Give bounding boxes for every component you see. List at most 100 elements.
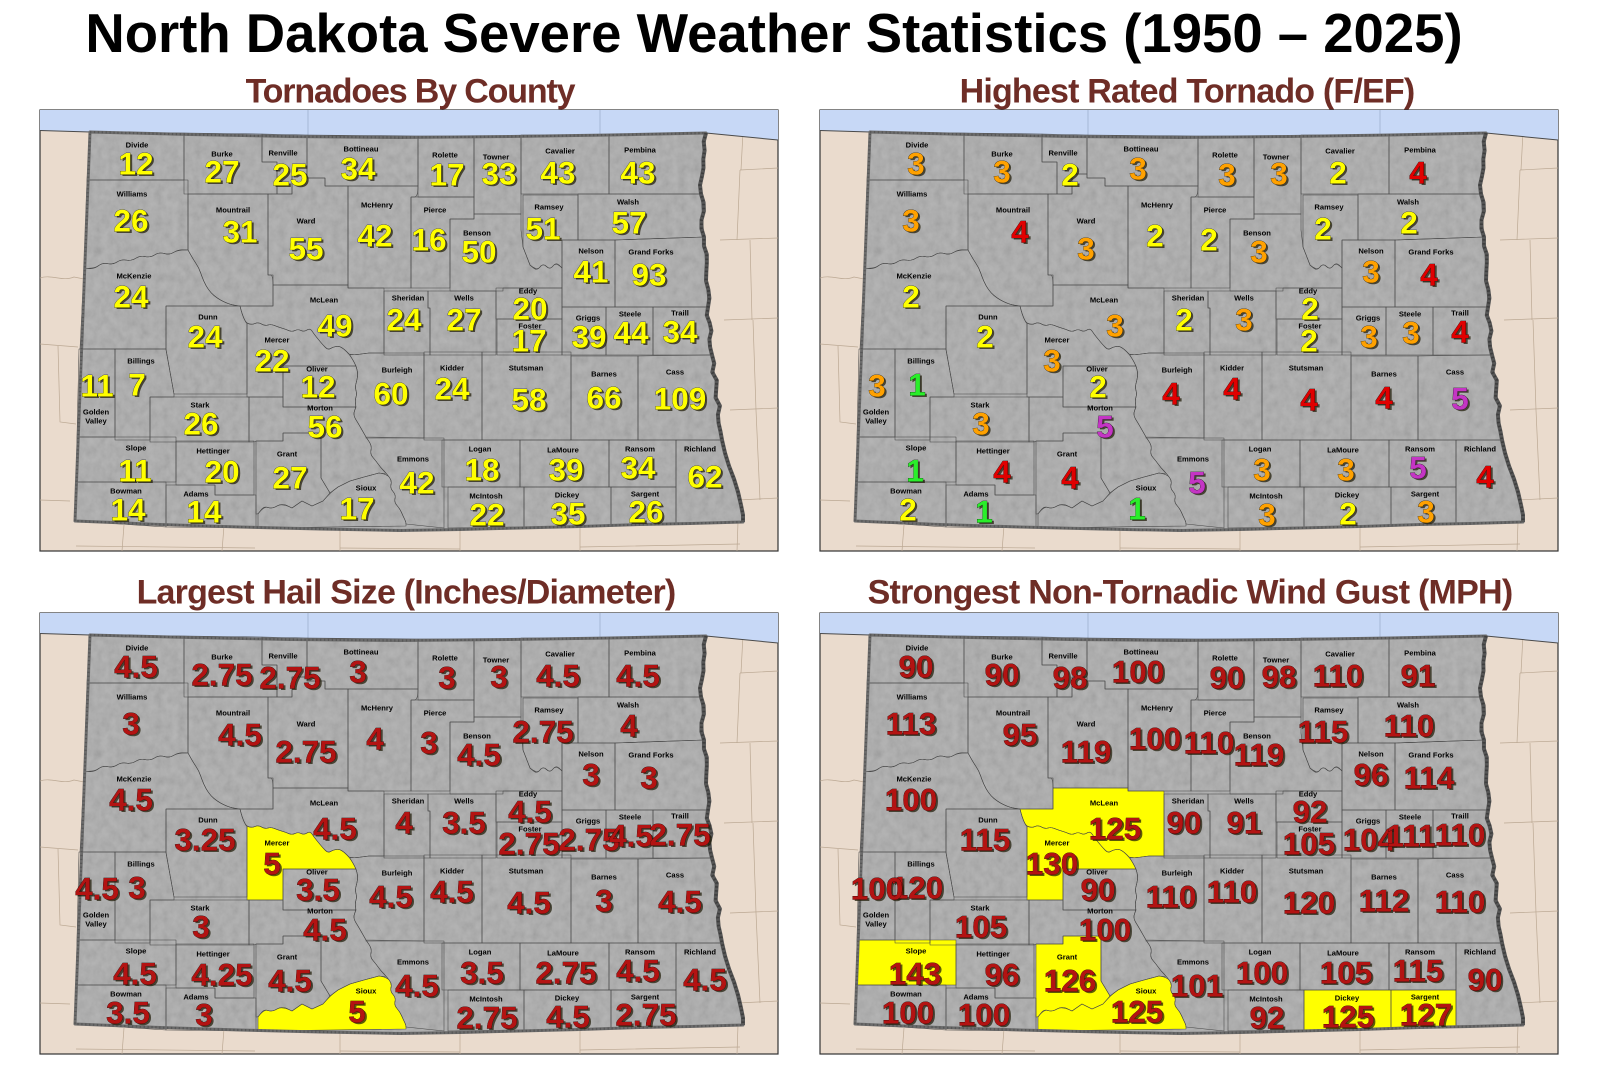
svg-text:Hettinger: Hettinger <box>196 950 229 959</box>
svg-text:3: 3 <box>1106 307 1124 343</box>
svg-text:Golden: Golden <box>83 911 110 920</box>
svg-text:119: 119 <box>1236 738 1287 774</box>
svg-text:110: 110 <box>1435 816 1486 852</box>
svg-text:2.75: 2.75 <box>651 818 712 854</box>
svg-text:Kidder: Kidder <box>1220 867 1244 876</box>
svg-text:Griggs: Griggs <box>1356 314 1380 323</box>
svg-text:3: 3 <box>909 147 927 183</box>
svg-text:Burleigh: Burleigh <box>1162 869 1193 878</box>
svg-text:104: 104 <box>1345 823 1398 859</box>
svg-text:92: 92 <box>1249 999 1284 1035</box>
svg-text:Pierce: Pierce <box>1204 206 1227 215</box>
svg-text:100: 100 <box>1112 653 1165 689</box>
svg-text:3: 3 <box>440 661 458 697</box>
svg-text:98: 98 <box>1052 659 1087 695</box>
svg-text:4: 4 <box>1061 459 1079 495</box>
svg-text:58: 58 <box>513 383 548 419</box>
svg-text:33: 33 <box>481 155 516 191</box>
svg-text:Richland: Richland <box>1464 948 1496 957</box>
svg-text:57: 57 <box>611 204 646 240</box>
svg-text:4.5: 4.5 <box>303 911 347 947</box>
svg-text:McHenry: McHenry <box>361 201 394 210</box>
svg-text:2.75: 2.75 <box>537 956 598 992</box>
svg-text:90: 90 <box>1467 961 1502 997</box>
svg-text:3: 3 <box>1045 344 1063 380</box>
svg-text:105: 105 <box>1320 954 1373 990</box>
svg-text:2: 2 <box>1300 322 1318 358</box>
svg-text:Slope: Slope <box>126 947 147 956</box>
svg-text:2: 2 <box>1301 290 1319 326</box>
svg-text:McKenzie: McKenzie <box>896 775 931 784</box>
svg-text:Burke: Burke <box>991 150 1013 159</box>
svg-text:42: 42 <box>401 466 436 502</box>
svg-text:Pembina: Pembina <box>1404 146 1436 155</box>
svg-text:4.25: 4.25 <box>193 958 254 994</box>
svg-text:5: 5 <box>1451 380 1469 416</box>
svg-text:126: 126 <box>1044 962 1097 998</box>
svg-text:Nelson: Nelson <box>1358 247 1384 256</box>
svg-text:Morton: Morton <box>1087 404 1113 413</box>
svg-text:3: 3 <box>128 869 146 905</box>
svg-text:Steele: Steele <box>619 310 641 319</box>
svg-text:Sioux: Sioux <box>356 987 377 996</box>
svg-text:Foster: Foster <box>518 825 541 834</box>
svg-text:3: 3 <box>1360 318 1378 354</box>
svg-text:4: 4 <box>1063 461 1081 497</box>
svg-text:3: 3 <box>130 871 148 907</box>
svg-text:4.5: 4.5 <box>430 873 474 909</box>
svg-text:3: 3 <box>640 759 658 795</box>
svg-text:Steele: Steele <box>619 813 641 822</box>
svg-text:100: 100 <box>884 996 937 1032</box>
svg-text:3: 3 <box>993 153 1011 189</box>
svg-text:50: 50 <box>461 233 496 269</box>
svg-text:Bottineau: Bottineau <box>343 648 378 657</box>
svg-text:34: 34 <box>620 449 656 485</box>
svg-text:130: 130 <box>1028 847 1081 883</box>
svg-text:90: 90 <box>1211 661 1246 697</box>
svg-text:39: 39 <box>573 320 608 356</box>
svg-text:90: 90 <box>984 656 1019 692</box>
svg-text:2: 2 <box>1329 154 1347 190</box>
svg-text:McKenzie: McKenzie <box>116 272 151 281</box>
svg-text:Wells: Wells <box>454 294 474 303</box>
svg-text:96: 96 <box>1355 758 1390 794</box>
svg-text:17: 17 <box>513 324 548 360</box>
svg-text:McHenry: McHenry <box>361 704 394 713</box>
svg-text:55: 55 <box>288 230 323 266</box>
svg-text:3: 3 <box>582 756 600 792</box>
svg-text:Valley: Valley <box>85 417 107 426</box>
svg-text:66: 66 <box>588 381 623 417</box>
svg-text:60: 60 <box>373 375 408 411</box>
svg-text:3: 3 <box>1255 453 1273 489</box>
svg-text:4.5: 4.5 <box>113 955 157 991</box>
svg-text:2.75: 2.75 <box>498 825 559 861</box>
svg-text:Williams: Williams <box>117 693 148 702</box>
svg-text:Slope: Slope <box>126 444 147 453</box>
svg-text:3.25: 3.25 <box>176 823 237 859</box>
svg-text:Sheridan: Sheridan <box>1172 797 1205 806</box>
svg-text:Mercer: Mercer <box>265 839 290 848</box>
svg-text:4.5: 4.5 <box>77 872 121 908</box>
svg-text:2: 2 <box>976 318 994 354</box>
svg-text:Towner: Towner <box>1263 656 1289 665</box>
svg-text:24: 24 <box>113 278 149 314</box>
svg-text:3.5: 3.5 <box>106 994 150 1030</box>
svg-text:115: 115 <box>962 823 1013 859</box>
svg-text:Wells: Wells <box>1234 797 1254 806</box>
svg-text:Cass: Cass <box>1446 368 1464 377</box>
svg-text:3: 3 <box>642 761 660 797</box>
svg-text:3: 3 <box>1253 451 1271 487</box>
svg-text:125: 125 <box>1091 812 1144 848</box>
svg-text:Grant: Grant <box>277 953 298 962</box>
svg-text:Griggs: Griggs <box>576 314 600 323</box>
svg-text:2: 2 <box>1148 219 1166 255</box>
svg-text:2.75: 2.75 <box>615 996 676 1032</box>
svg-text:3.5: 3.5 <box>442 804 486 840</box>
svg-text:90: 90 <box>898 648 933 684</box>
svg-text:2.75: 2.75 <box>456 999 517 1035</box>
svg-text:LaMoure: LaMoure <box>547 949 579 958</box>
svg-text:Sioux: Sioux <box>356 484 377 493</box>
svg-text:Logan: Logan <box>469 445 492 454</box>
svg-text:4: 4 <box>1375 379 1393 415</box>
svg-text:Kidder: Kidder <box>440 867 464 876</box>
